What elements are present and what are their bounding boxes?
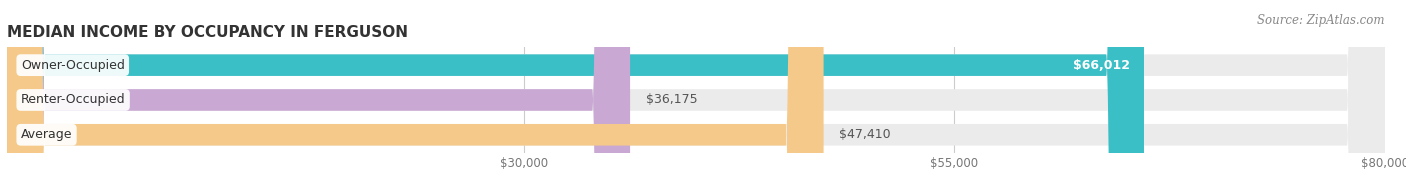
FancyBboxPatch shape — [7, 0, 1385, 196]
FancyBboxPatch shape — [7, 0, 824, 196]
FancyBboxPatch shape — [7, 0, 630, 196]
Text: Owner-Occupied: Owner-Occupied — [21, 59, 125, 72]
Text: $66,012: $66,012 — [1073, 59, 1130, 72]
Text: Renter-Occupied: Renter-Occupied — [21, 93, 125, 106]
Text: $36,175: $36,175 — [645, 93, 697, 106]
Text: Source: ZipAtlas.com: Source: ZipAtlas.com — [1257, 14, 1385, 27]
Text: Average: Average — [21, 128, 72, 141]
FancyBboxPatch shape — [7, 0, 1385, 196]
Text: MEDIAN INCOME BY OCCUPANCY IN FERGUSON: MEDIAN INCOME BY OCCUPANCY IN FERGUSON — [7, 25, 408, 40]
FancyBboxPatch shape — [7, 0, 1144, 196]
Text: $47,410: $47,410 — [839, 128, 891, 141]
FancyBboxPatch shape — [7, 0, 1385, 196]
